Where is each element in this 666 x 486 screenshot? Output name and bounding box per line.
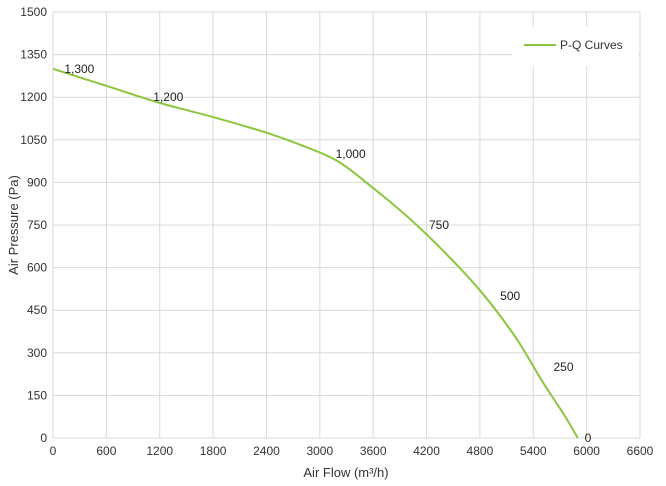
data-label-1: 1,200 (153, 90, 183, 104)
data-label-2: 1,000 (336, 147, 366, 161)
y-axis-title: Air Pressure (Pa) (6, 175, 21, 275)
x-tick-label-11: 6600 (627, 444, 654, 458)
y-tick-label-5: 750 (27, 218, 47, 232)
grid (52, 11, 641, 439)
y-tick-label-10: 1500 (20, 5, 47, 19)
x-axis-title: Air Flow (m³/h) (303, 465, 388, 480)
y-tick-label-6: 900 (27, 175, 47, 189)
data-label-0: 1,300 (64, 62, 94, 76)
x-tick-label-0: 0 (50, 444, 57, 458)
x-tick-label-4: 2400 (253, 444, 280, 458)
x-tick-label-10: 6000 (573, 444, 600, 458)
x-tick-label-6: 3600 (360, 444, 387, 458)
x-tick-labels: 0 600 1200 1800 2400 3000 3600 4200 4800 5400 6000… (50, 444, 654, 458)
y-tick-label-3: 450 (27, 303, 47, 317)
legend: P-Q Curves (512, 26, 638, 66)
y-tick-label-2: 300 (27, 346, 47, 360)
x-tick-label-1: 600 (96, 444, 116, 458)
y-tick-labels: 0 150 300 450 600 750 900 1050 1200 1350 1500 (20, 5, 47, 445)
x-tick-label-2: 1200 (146, 444, 173, 458)
y-tick-label-0: 0 (40, 431, 47, 445)
x-tick-label-9: 5400 (520, 444, 547, 458)
data-label-4: 500 (500, 289, 520, 303)
y-tick-label-8: 1200 (20, 90, 47, 104)
data-label-5: 250 (554, 360, 574, 374)
legend-label: P-Q Curves (560, 38, 623, 52)
x-tick-label-3: 1800 (200, 444, 227, 458)
series-line-0 (52, 67, 579, 439)
y-tick-label-7: 1050 (20, 133, 47, 147)
x-tick-label-8: 4800 (467, 444, 494, 458)
series-layer (52, 67, 579, 439)
y-tick-label-4: 600 (27, 261, 47, 275)
x-tick-label-5: 3000 (306, 444, 333, 458)
data-label-3: 750 (429, 218, 449, 232)
data-labels: 1,300 1,200 1,000 750 500 250 0 (64, 62, 591, 445)
y-tick-label-9: 1350 (20, 48, 47, 62)
x-tick-label-7: 4200 (413, 444, 440, 458)
y-tick-label-1: 150 (27, 388, 47, 402)
data-label-6: 0 (585, 431, 592, 445)
